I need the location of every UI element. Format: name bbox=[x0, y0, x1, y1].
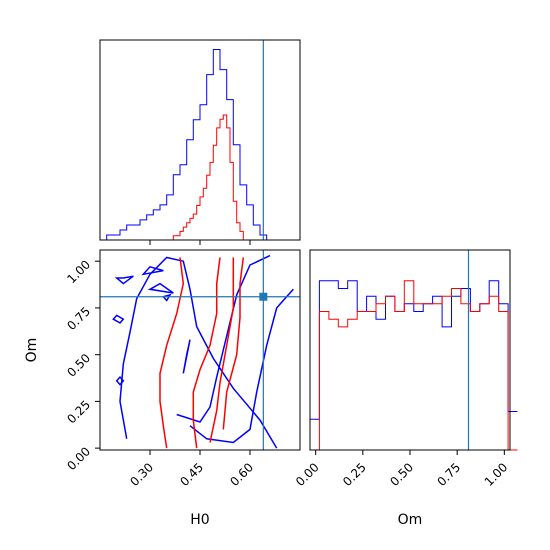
x-axis-label-h0: H0 bbox=[190, 512, 209, 528]
contour-blue-4 bbox=[141, 265, 164, 276]
contour-blue-0 bbox=[119, 256, 278, 449]
tick-label-om-x-1: 0.25 bbox=[340, 460, 369, 489]
tick-label-om-y-2: 0.50 bbox=[64, 351, 93, 380]
x-axis-label-om: Om bbox=[398, 512, 423, 528]
tick-label-om-x-0: 0.00 bbox=[293, 460, 322, 489]
hist-h0-blue-series bbox=[100, 49, 274, 241]
panel-hist-h0 bbox=[99, 39, 301, 245]
contour-blue-2 bbox=[176, 254, 271, 423]
hist-om-red-series bbox=[310, 280, 518, 451]
contour-red-0 bbox=[159, 257, 185, 449]
contour-blue-7 bbox=[112, 314, 125, 324]
panel-2d-h0-om: 0.30 0.45 0.60 0.00 0.25 0.50 0.75 1.00 bbox=[64, 249, 301, 489]
tick-label-om-y-4: 1.00 bbox=[64, 257, 93, 286]
contour-group bbox=[112, 254, 294, 449]
contour-blue-6 bbox=[114, 275, 134, 285]
tick-label-om-x-4: 1.00 bbox=[482, 460, 511, 489]
contour-blue-5 bbox=[147, 282, 174, 294]
tick-label-om-y-1: 0.25 bbox=[64, 398, 93, 427]
truth-marker bbox=[259, 292, 268, 301]
tick-label-om-x-2: 0.50 bbox=[387, 460, 416, 489]
panel-hist-om: 0.00 0.25 0.50 0.75 1.00 bbox=[293, 249, 518, 489]
frame-2d bbox=[99, 249, 301, 451]
tick-label-om-y-3: 0.75 bbox=[64, 304, 93, 333]
contour-red-2 bbox=[209, 257, 235, 443]
tick-label-h0-0: 0.30 bbox=[127, 460, 156, 489]
frame-hist-h0 bbox=[99, 39, 301, 241]
contour-red-1 bbox=[192, 257, 221, 449]
frame-hist-om bbox=[309, 249, 511, 451]
tick-label-om-y-0: 0.00 bbox=[64, 444, 93, 473]
contour-blue-3 bbox=[182, 339, 191, 374]
contour-red-3 bbox=[222, 257, 245, 430]
contour-blue-9 bbox=[161, 293, 172, 302]
tick-label-h0-1: 0.45 bbox=[177, 460, 206, 489]
contour-blue-8 bbox=[115, 375, 125, 386]
y-axis-label-om: Om bbox=[24, 338, 40, 363]
contour-blue-1 bbox=[189, 288, 294, 444]
tick-label-om-x-3: 0.75 bbox=[434, 460, 463, 489]
tick-label-h0-2: 0.60 bbox=[227, 460, 256, 489]
hist-h0-red-series bbox=[100, 114, 300, 241]
